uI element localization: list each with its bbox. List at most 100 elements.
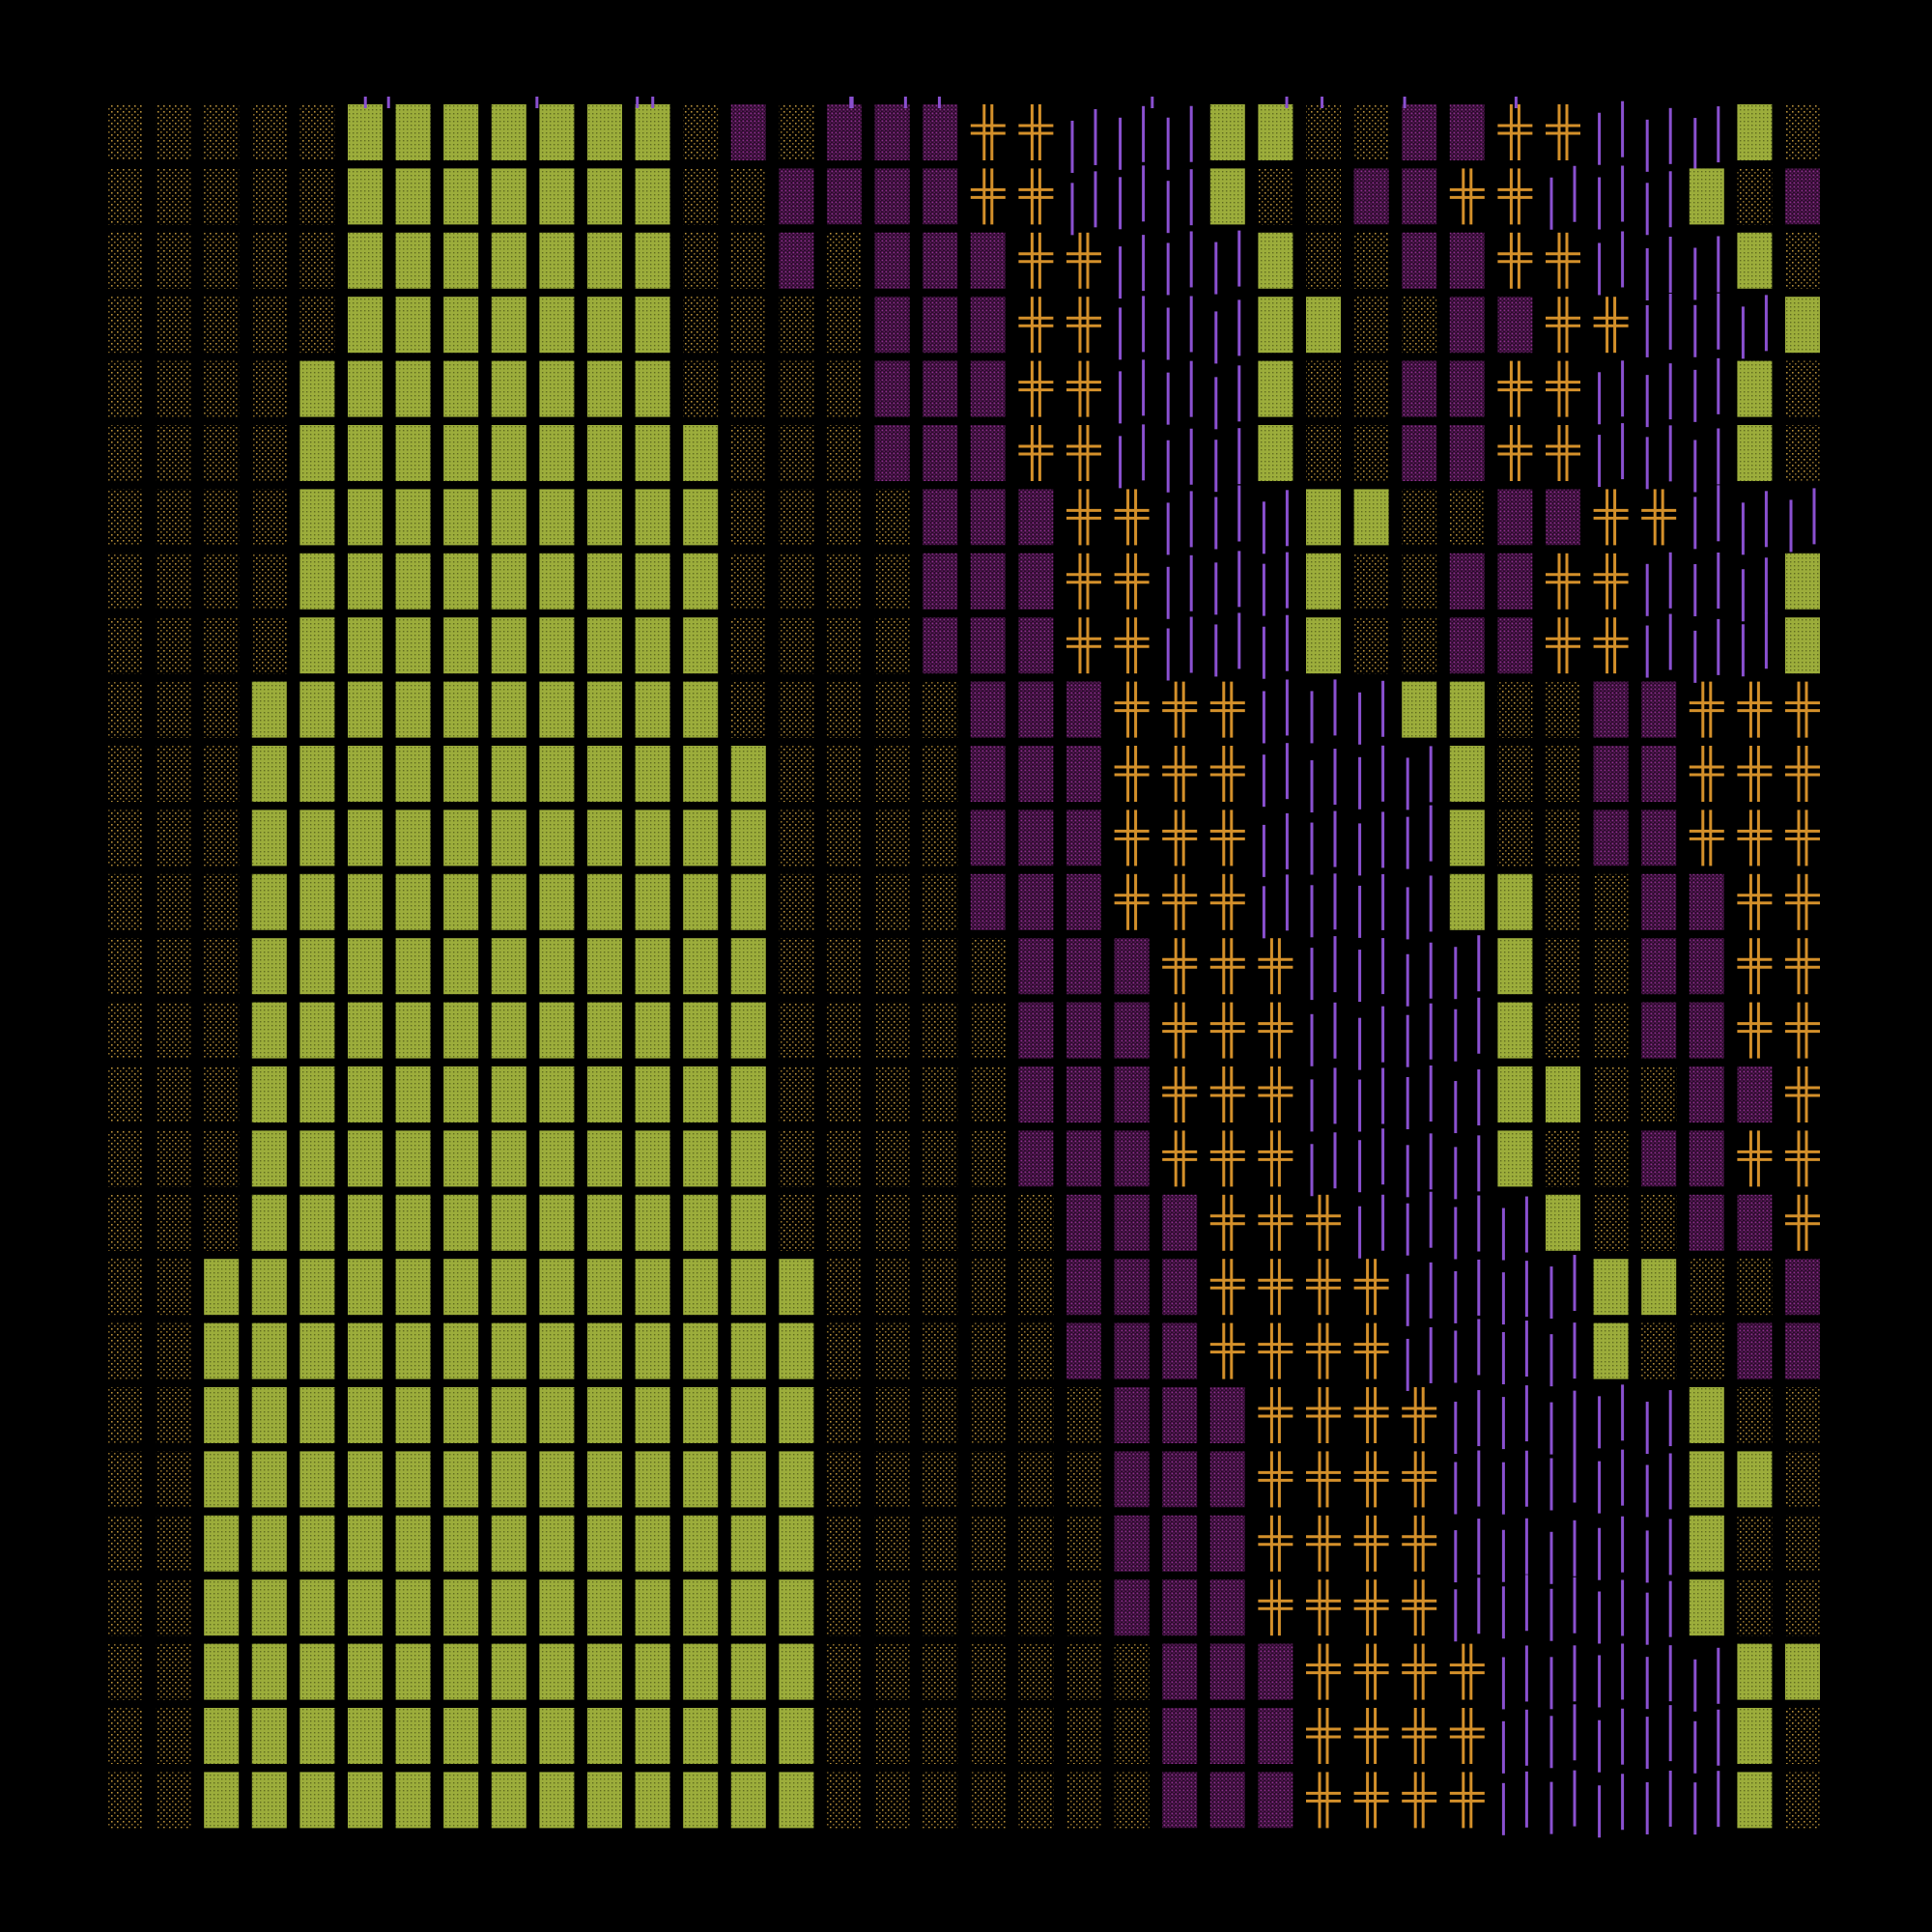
block-glyph bbox=[251, 1194, 287, 1251]
cross-glyph bbox=[1209, 873, 1245, 930]
medium-shade-glyph bbox=[1689, 938, 1724, 995]
medium-shade-glyph bbox=[1737, 1066, 1773, 1122]
block-glyph bbox=[1497, 1066, 1533, 1122]
block-glyph bbox=[443, 1066, 479, 1122]
block-glyph bbox=[299, 1194, 335, 1251]
block-glyph bbox=[1689, 1515, 1724, 1572]
medium-shade-glyph bbox=[923, 168, 958, 225]
medium-shade-glyph bbox=[1162, 1322, 1198, 1379]
light-shade-glyph bbox=[204, 617, 240, 674]
block-glyph bbox=[1258, 232, 1293, 289]
block-glyph bbox=[348, 873, 383, 930]
block-glyph bbox=[491, 746, 526, 802]
light-shade-glyph bbox=[251, 489, 287, 546]
light-shade-glyph bbox=[779, 1002, 814, 1059]
light-shade-glyph bbox=[923, 1002, 958, 1059]
light-shade-glyph bbox=[156, 1708, 191, 1764]
block-glyph bbox=[1593, 1259, 1629, 1316]
medium-shade-glyph bbox=[1162, 1259, 1198, 1316]
block-glyph bbox=[635, 297, 670, 354]
block-glyph bbox=[348, 425, 383, 481]
block-glyph bbox=[1449, 810, 1485, 867]
cross-glyph bbox=[1546, 360, 1580, 417]
medium-shade-glyph bbox=[1497, 617, 1533, 674]
cross-glyph bbox=[1737, 746, 1773, 802]
light-shade-glyph bbox=[1641, 1322, 1677, 1379]
light-shade-glyph bbox=[108, 681, 143, 738]
light-shade-glyph bbox=[156, 553, 191, 610]
light-shade-glyph bbox=[1593, 938, 1629, 995]
cross-glyph bbox=[1209, 1130, 1245, 1187]
block-glyph bbox=[491, 168, 526, 225]
block-glyph bbox=[491, 1194, 526, 1251]
block-glyph bbox=[539, 1387, 575, 1443]
cross-glyph bbox=[1402, 1708, 1437, 1764]
cross-glyph bbox=[1785, 810, 1820, 867]
block-glyph bbox=[491, 1002, 526, 1059]
cross-glyph bbox=[1209, 1259, 1245, 1316]
block-glyph bbox=[204, 1643, 240, 1700]
light-shade-glyph bbox=[156, 360, 191, 417]
medium-shade-glyph bbox=[874, 360, 910, 417]
light-shade-glyph bbox=[874, 1515, 910, 1572]
block-glyph bbox=[491, 232, 526, 289]
light-shade-glyph bbox=[1689, 1322, 1724, 1379]
light-shade-glyph bbox=[1737, 1579, 1773, 1636]
block-glyph bbox=[1306, 617, 1341, 674]
light-shade-glyph bbox=[108, 746, 143, 802]
medium-shade-glyph bbox=[1209, 1579, 1245, 1636]
medium-shade-glyph bbox=[1593, 810, 1629, 867]
light-shade-glyph bbox=[299, 104, 335, 160]
block-glyph bbox=[587, 1643, 622, 1700]
block-glyph bbox=[443, 1259, 479, 1316]
block-glyph bbox=[443, 232, 479, 289]
block-glyph bbox=[635, 1772, 670, 1829]
cross-glyph bbox=[1162, 938, 1198, 995]
block-glyph bbox=[395, 1643, 431, 1700]
medium-shade-glyph bbox=[970, 425, 1006, 481]
block-glyph bbox=[1737, 1772, 1773, 1829]
cross-glyph bbox=[1546, 297, 1580, 354]
medium-shade-glyph bbox=[1593, 746, 1629, 802]
block-glyph bbox=[443, 1579, 479, 1636]
light-shade-glyph bbox=[874, 1322, 910, 1379]
cross-glyph bbox=[1258, 1515, 1293, 1572]
block-glyph bbox=[395, 1579, 431, 1636]
block-glyph bbox=[395, 297, 431, 354]
block-glyph bbox=[299, 1066, 335, 1122]
cross-glyph bbox=[1353, 1451, 1389, 1508]
medium-shade-glyph bbox=[827, 104, 862, 160]
light-shade-glyph bbox=[970, 1772, 1006, 1829]
light-shade-glyph bbox=[1353, 232, 1389, 289]
block-glyph bbox=[683, 810, 719, 867]
block-glyph bbox=[683, 1579, 719, 1636]
light-shade-glyph bbox=[1353, 425, 1389, 481]
medium-shade-glyph bbox=[1162, 1643, 1198, 1700]
light-shade-glyph bbox=[204, 360, 240, 417]
light-shade-glyph bbox=[970, 1451, 1006, 1508]
cross-glyph bbox=[1162, 746, 1198, 802]
cross-glyph bbox=[1209, 810, 1245, 867]
medium-shade-glyph bbox=[1209, 1772, 1245, 1829]
cross-glyph bbox=[1018, 168, 1054, 225]
cross-glyph bbox=[1546, 232, 1580, 289]
block-glyph bbox=[491, 1387, 526, 1443]
light-shade-glyph bbox=[1018, 1322, 1054, 1379]
light-shade-glyph bbox=[108, 489, 143, 546]
light-shade-glyph bbox=[923, 938, 958, 995]
medium-shade-glyph bbox=[1546, 489, 1580, 546]
medium-shade-glyph bbox=[1162, 1708, 1198, 1764]
block-glyph bbox=[491, 1066, 526, 1122]
block-glyph bbox=[635, 1579, 670, 1636]
block-glyph bbox=[779, 1515, 814, 1572]
light-shade-glyph bbox=[204, 232, 240, 289]
medium-shade-glyph bbox=[1737, 1194, 1773, 1251]
light-shade-glyph bbox=[108, 297, 143, 354]
block-glyph bbox=[299, 360, 335, 417]
light-shade-glyph bbox=[1402, 553, 1437, 610]
block-glyph bbox=[587, 681, 622, 738]
block-glyph bbox=[1737, 360, 1773, 417]
light-shade-glyph bbox=[874, 1194, 910, 1251]
medium-shade-glyph bbox=[1018, 810, 1054, 867]
